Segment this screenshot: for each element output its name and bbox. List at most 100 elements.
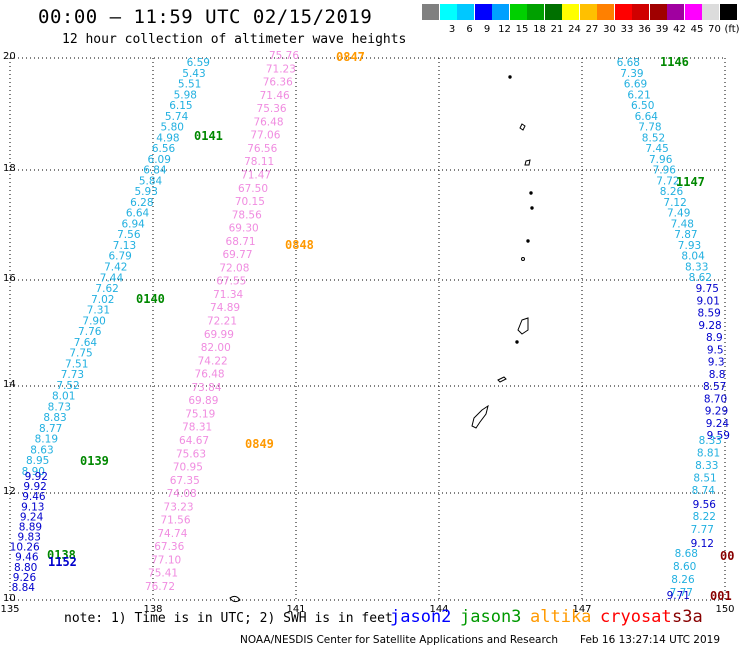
wave-height-value: 75.41 — [148, 568, 178, 580]
island-outline — [531, 207, 533, 209]
wave-height-value: 77.10 — [151, 554, 181, 566]
wave-height-value: 75.36 — [257, 103, 287, 115]
wave-height-value: 76.48 — [195, 369, 225, 381]
wave-height-value: 9.75 — [696, 283, 719, 295]
wave-height-value: 74.22 — [198, 355, 228, 367]
wave-height-value: 9.71 — [667, 590, 690, 602]
island-outline — [525, 160, 530, 165]
wave-height-value: 8.59 — [697, 308, 720, 320]
latitude-tick-label: 12 — [3, 486, 16, 497]
wave-height-value: 8.33 — [695, 460, 718, 472]
island-outline — [498, 377, 506, 382]
footer-note: note: 1) Time is in UTC; 2) SWH is in fe… — [64, 611, 393, 626]
wave-height-value: 71.34 — [213, 289, 243, 301]
wave-height-value: 78.31 — [182, 422, 212, 434]
wave-height-value: 67.50 — [238, 183, 268, 195]
wave-height-value: 9.24 — [706, 418, 730, 430]
wave-height-value: 73.23 — [164, 501, 194, 513]
wave-height-value: 8.60 — [673, 561, 696, 573]
wave-height-value: 71.47 — [241, 169, 271, 181]
pass-time-label: 1152 — [48, 555, 77, 569]
wave-height-value: 74.08 — [167, 488, 197, 500]
wave-height-value: 74.89 — [210, 302, 240, 314]
island-outline — [520, 124, 525, 130]
wave-height-value: 76.56 — [247, 143, 277, 155]
credit-text: NOAA/NESDIS Center for Satellite Applica… — [240, 634, 558, 646]
pass-time-label: 0848 — [285, 238, 314, 252]
wave-height-value: 8.74 — [692, 485, 716, 497]
wave-height-value: 71.56 — [160, 515, 190, 527]
wave-height-value: 9.56 — [693, 499, 717, 511]
wave-height-value: 8.84 — [12, 582, 36, 594]
wave-height-value: 68.71 — [226, 236, 256, 248]
wave-height-value: 70.95 — [173, 462, 203, 474]
wave-height-value: 71.46 — [260, 90, 290, 102]
wave-height-value: 9.28 — [698, 320, 721, 332]
wave-height-value: 76.48 — [253, 116, 283, 128]
latitude-tick-label: 14 — [3, 379, 16, 390]
wave-height-value: 73.84 — [191, 382, 221, 394]
wave-height-value: 82.00 — [201, 342, 231, 354]
pass-time-label: 0849 — [245, 437, 274, 451]
wave-height-value: 75.63 — [176, 448, 206, 460]
wave-height-value: 8.26 — [671, 574, 695, 586]
island-outline — [527, 240, 529, 242]
island-outline — [518, 318, 528, 334]
latitude-tick-label: 10 — [3, 593, 16, 604]
wave-height-value: 70.15 — [235, 196, 265, 208]
pass-time-label: 0139 — [80, 454, 109, 468]
wave-height-value: 72.21 — [207, 316, 237, 328]
wave-height-value: 74.74 — [157, 528, 187, 540]
island-outline — [530, 192, 532, 194]
wave-height-value: 69.89 — [188, 395, 218, 407]
wave-height-value: 8.81 — [697, 448, 720, 460]
wave-height-value: 8.68 — [675, 548, 698, 560]
axis-labels: 135 138 141 144 147 150201816141210 — [0, 51, 734, 615]
longitude-tick-label: 150 — [715, 604, 734, 615]
wave-height-value: 8.8 — [709, 369, 726, 381]
wave-height-value: 67.35 — [170, 475, 200, 487]
island-outline — [509, 76, 511, 78]
wave-height-value: 69.99 — [204, 329, 234, 341]
wave-height-value: 69.30 — [229, 223, 259, 235]
legend-jason3: jason3 — [460, 607, 521, 627]
generated-timestamp: Feb 16 13:27:14 UTC 2019 — [580, 634, 720, 646]
pass-time-labels: 0847014108480140084901390138115211461147… — [47, 50, 734, 603]
island-outline — [230, 596, 240, 601]
wave-height-value: 69.77 — [222, 249, 252, 261]
wave-height-value: 75.76 — [269, 50, 299, 62]
island-outline — [522, 258, 525, 261]
wave-height-value: 64.67 — [179, 435, 209, 447]
legend-jason2: jason2 — [390, 607, 451, 627]
wave-height-value: 76.36 — [263, 77, 293, 89]
latitude-tick-label: 20 — [3, 51, 16, 62]
legend-cryosat: cryosat — [600, 607, 672, 627]
wave-height-value: 8.9 — [706, 332, 723, 344]
pass-time-label: 1146 — [660, 55, 689, 69]
longitude-tick-label: 135 — [0, 604, 19, 615]
wave-height-value: 8.22 — [693, 511, 716, 523]
wave-height-value: 8.57 — [703, 381, 726, 393]
wave-height-value: 72.08 — [219, 262, 249, 274]
wave-height-value: 9.29 — [705, 406, 728, 418]
legend-s3a: s3a — [672, 607, 703, 627]
wave-height-value: 75.19 — [185, 408, 215, 420]
wave-height-value: 67.55 — [216, 276, 246, 288]
altimeter-map: 135 138 141 144 147 150201816141210 6.595.435… — [0, 0, 740, 650]
wave-height-value: 9.3 — [708, 357, 725, 369]
guam-outline — [472, 406, 488, 428]
pass-time-label: 0847 — [336, 50, 365, 64]
pass-time-label: 0140 — [136, 292, 165, 306]
satellite-tracks: 6.595.435.515.986.155.745.804.986.566.09… — [10, 50, 730, 602]
wave-height-value: 7.77 — [691, 524, 714, 536]
lat-lon-grid — [10, 58, 725, 600]
wave-height-value: 9.01 — [697, 295, 720, 307]
wave-height-value: 8.51 — [693, 473, 716, 485]
island-outline — [516, 341, 518, 343]
latitude-tick-label: 18 — [3, 163, 16, 174]
wave-height-value: 8.33 — [699, 435, 722, 447]
pass-time-label: 001 — [710, 589, 732, 603]
wave-height-value: 77.06 — [250, 130, 280, 142]
pass-time-label: 0141 — [194, 129, 223, 143]
wave-height-value: 67.36 — [154, 541, 184, 553]
